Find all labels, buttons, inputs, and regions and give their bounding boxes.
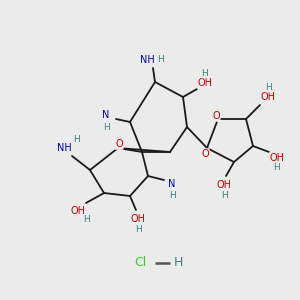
Text: H: H xyxy=(103,122,110,131)
Text: H: H xyxy=(84,215,90,224)
Text: N: N xyxy=(168,179,176,189)
Text: O: O xyxy=(115,139,123,149)
Text: O: O xyxy=(212,111,220,121)
Text: H: H xyxy=(157,56,164,64)
Text: OH: OH xyxy=(70,206,86,216)
Text: OH: OH xyxy=(269,153,284,163)
Text: H: H xyxy=(135,224,141,233)
Text: Cl: Cl xyxy=(134,256,146,269)
Text: O: O xyxy=(201,149,209,159)
Text: H: H xyxy=(274,164,280,172)
Text: OH: OH xyxy=(217,180,232,190)
Text: H: H xyxy=(220,190,227,200)
Text: OH: OH xyxy=(130,214,146,224)
Text: OH: OH xyxy=(197,78,212,88)
Text: H: H xyxy=(202,68,208,77)
Text: H: H xyxy=(169,190,176,200)
Text: N: N xyxy=(102,110,110,120)
Text: OH: OH xyxy=(260,92,275,102)
Text: H: H xyxy=(73,136,80,145)
Text: NH: NH xyxy=(57,143,71,153)
Text: H: H xyxy=(173,256,183,269)
Text: NH: NH xyxy=(140,55,154,65)
Text: H: H xyxy=(265,82,272,91)
